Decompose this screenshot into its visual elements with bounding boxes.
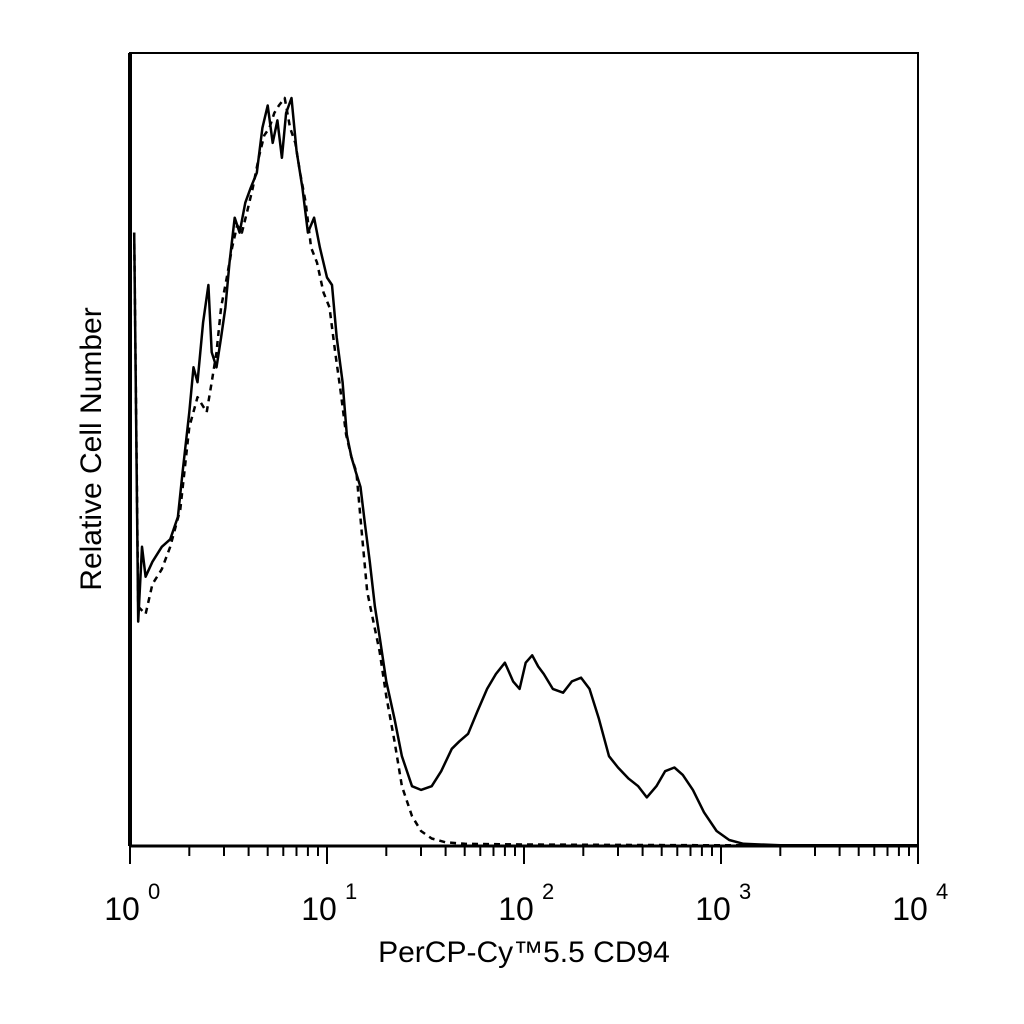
x-tick-label: 10: [892, 891, 928, 927]
y-axis-label: Relative Cell Number: [75, 307, 108, 590]
x-axis-tick-labels: 10 0 10 1 10 2 10 3 10 4: [104, 879, 948, 927]
series-line-dashed: [132, 96, 918, 847]
x-tick-label-exponent: 3: [739, 879, 751, 904]
series-layer: [132, 96, 918, 847]
x-tick-label: 10: [695, 891, 731, 927]
x-tick-label: 10: [498, 891, 534, 927]
plot-frame: [129, 52, 919, 847]
x-tick-label: 10: [104, 891, 140, 927]
x-tick-label: 10: [301, 891, 337, 927]
x-axis-ticks: [129, 846, 919, 864]
series-line-solid: [132, 96, 918, 847]
x-axis-label: PerCP-Cy™5.5 CD94: [378, 936, 670, 969]
x-tick-label-exponent: 0: [148, 879, 160, 904]
x-tick-label-exponent: 4: [936, 879, 948, 904]
x-tick-label-exponent: 1: [345, 879, 357, 904]
x-tick-label-exponent: 2: [542, 879, 554, 904]
